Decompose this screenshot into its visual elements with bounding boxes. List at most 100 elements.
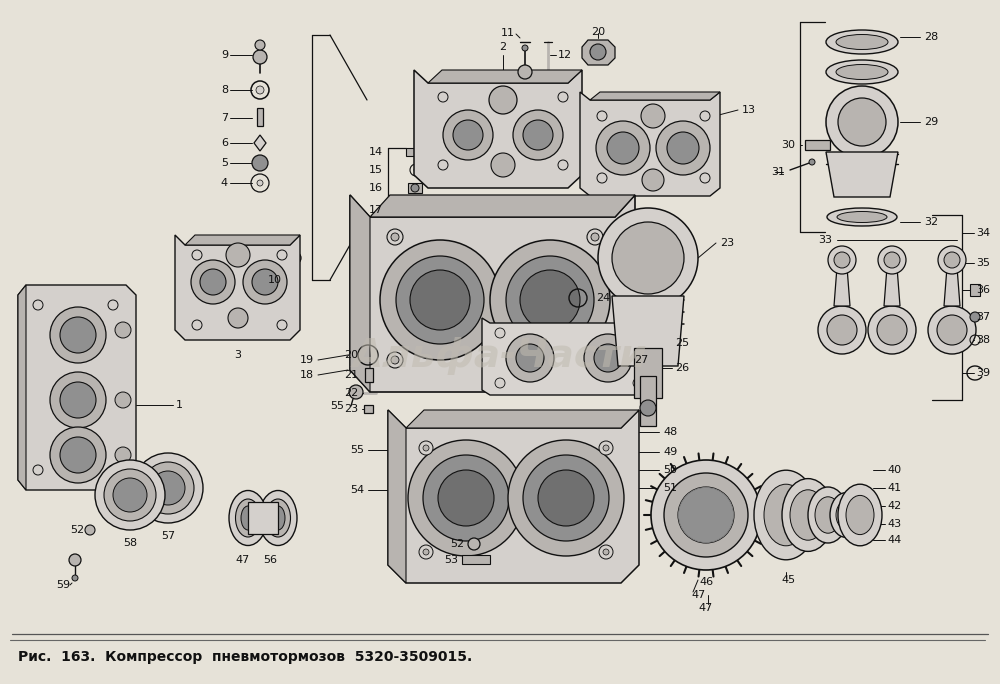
Circle shape (411, 184, 419, 192)
Circle shape (612, 222, 684, 294)
Circle shape (228, 308, 248, 328)
Circle shape (700, 173, 710, 183)
Circle shape (349, 385, 363, 399)
Circle shape (827, 315, 857, 345)
Ellipse shape (229, 490, 267, 546)
Circle shape (410, 270, 470, 330)
Bar (248, 502, 278, 534)
Text: 55: 55 (350, 445, 364, 455)
Text: Альфа-Части: Альфа-Части (353, 337, 647, 375)
Circle shape (410, 204, 422, 216)
Ellipse shape (815, 497, 841, 534)
Text: 43: 43 (887, 519, 901, 529)
Ellipse shape (826, 60, 898, 84)
Circle shape (252, 269, 278, 295)
Text: 47: 47 (692, 590, 706, 600)
Circle shape (938, 246, 966, 274)
Circle shape (506, 334, 554, 382)
Text: 11: 11 (501, 28, 515, 38)
Text: 48: 48 (663, 427, 677, 437)
Circle shape (257, 180, 263, 186)
Circle shape (60, 437, 96, 473)
Circle shape (391, 356, 399, 364)
Ellipse shape (836, 34, 888, 49)
Ellipse shape (151, 471, 185, 505)
Circle shape (419, 545, 433, 559)
Text: 4: 4 (221, 178, 228, 188)
Polygon shape (612, 296, 684, 366)
Text: 47: 47 (699, 603, 713, 613)
Ellipse shape (271, 506, 285, 530)
Circle shape (520, 270, 580, 330)
Circle shape (523, 120, 553, 150)
Text: 54: 54 (350, 485, 364, 495)
Text: 42: 42 (887, 501, 901, 511)
Text: 19: 19 (300, 355, 314, 365)
Circle shape (423, 549, 429, 555)
Polygon shape (254, 135, 266, 151)
Circle shape (408, 440, 524, 556)
Circle shape (277, 250, 287, 260)
Circle shape (72, 575, 78, 581)
Circle shape (256, 86, 264, 94)
Circle shape (629, 344, 641, 356)
Text: 18: 18 (300, 370, 314, 380)
Text: 12: 12 (558, 50, 572, 60)
Text: 37: 37 (976, 312, 990, 322)
Text: 28: 28 (924, 32, 938, 42)
Polygon shape (834, 267, 850, 306)
Text: 20: 20 (591, 27, 605, 37)
Circle shape (877, 315, 907, 345)
Text: 40: 40 (887, 465, 901, 475)
Text: 32: 32 (924, 217, 938, 227)
Polygon shape (175, 235, 300, 340)
Text: 46: 46 (699, 577, 713, 587)
Ellipse shape (764, 484, 808, 546)
Ellipse shape (830, 492, 862, 538)
Circle shape (868, 306, 916, 354)
Circle shape (558, 160, 568, 170)
Ellipse shape (104, 469, 156, 521)
Circle shape (633, 378, 643, 388)
Circle shape (191, 260, 235, 304)
Circle shape (538, 470, 594, 526)
Ellipse shape (836, 501, 856, 529)
Text: 23: 23 (344, 404, 358, 414)
Circle shape (629, 244, 641, 256)
Circle shape (423, 455, 509, 541)
Text: 39: 39 (976, 368, 990, 378)
Bar (805, 140, 830, 150)
Text: 47: 47 (236, 555, 250, 565)
Bar (408, 183, 422, 193)
Circle shape (289, 252, 301, 264)
Bar (365, 368, 373, 382)
Bar (970, 284, 980, 296)
Polygon shape (582, 40, 615, 65)
Ellipse shape (241, 506, 255, 530)
Text: 53: 53 (444, 555, 458, 565)
Ellipse shape (754, 470, 818, 560)
Circle shape (603, 549, 609, 555)
Circle shape (252, 155, 268, 171)
Circle shape (277, 320, 287, 330)
Circle shape (599, 441, 613, 455)
Text: 5: 5 (221, 158, 228, 168)
Bar (634, 348, 662, 398)
Circle shape (700, 111, 710, 121)
Circle shape (414, 168, 418, 172)
Polygon shape (185, 235, 300, 245)
Ellipse shape (133, 453, 203, 523)
Ellipse shape (259, 490, 297, 546)
Ellipse shape (266, 499, 290, 537)
Circle shape (226, 243, 250, 267)
Text: 9: 9 (221, 50, 228, 60)
Ellipse shape (846, 495, 874, 535)
Circle shape (828, 246, 856, 274)
Circle shape (495, 328, 505, 338)
Circle shape (826, 86, 898, 158)
Circle shape (641, 104, 665, 128)
Text: 45: 45 (781, 575, 795, 585)
Text: 26: 26 (675, 363, 689, 373)
Text: Рис.  163.  Компрессор  пневмотормозов  5320-3509015.: Рис. 163. Компрессор пневмотормозов 5320… (18, 650, 472, 664)
Polygon shape (350, 195, 635, 392)
